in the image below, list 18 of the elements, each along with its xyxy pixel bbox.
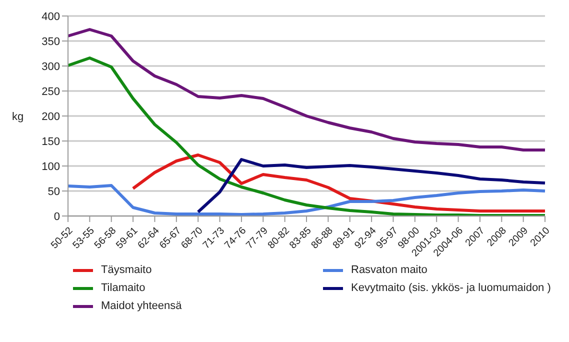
line-series [132, 154, 546, 212]
y-tick-label: 0 [54, 210, 60, 223]
y-tick-label: 50 [48, 186, 60, 198]
y-tick-label: 150 [42, 136, 60, 148]
y-tick-label: 200 [42, 110, 60, 123]
y-tick-label: 400 [42, 10, 60, 23]
legend-label: Rasvaton maito [351, 264, 428, 276]
y-axis-title: kg [12, 110, 24, 123]
line-series [196, 158, 546, 214]
y-tick-label: 350 [42, 36, 60, 48]
legend-label: Maidot yhteensä [101, 300, 182, 312]
y-tick-label: 100 [42, 160, 60, 173]
line-series [66, 28, 546, 152]
y-tick-label: 250 [42, 86, 60, 98]
legend-label: Tilamaito [101, 282, 146, 294]
legend-label: Kevytmaito (sis. ykkös- ja luomumaidon ) [351, 282, 551, 294]
y-tick-label: 300 [42, 60, 60, 73]
legend-label: Täysmaito [101, 264, 152, 276]
